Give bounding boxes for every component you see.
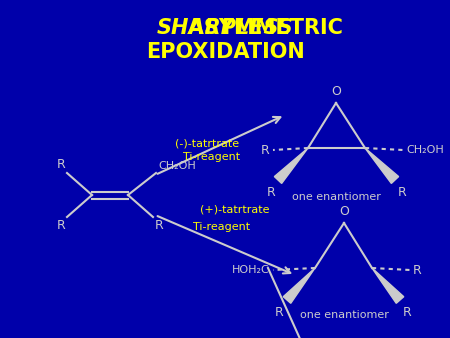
Text: HOH₂C: HOH₂C xyxy=(232,265,270,275)
Text: O: O xyxy=(331,85,341,98)
Text: SHARPLESS: SHARPLESS xyxy=(157,18,293,38)
Text: (+)-tatrtrate: (+)-tatrtrate xyxy=(200,205,270,215)
Text: O: O xyxy=(339,205,349,218)
Text: R: R xyxy=(403,306,412,319)
Text: Ti-reagent: Ti-reagent xyxy=(183,152,240,162)
Text: R: R xyxy=(261,144,270,156)
Text: ASYMMETRIC: ASYMMETRIC xyxy=(108,18,342,38)
Text: CH₂OH: CH₂OH xyxy=(158,161,196,171)
Text: R: R xyxy=(266,186,275,199)
Text: (-)-tatrtrate: (-)-tatrtrate xyxy=(175,138,239,148)
Text: EPOXIDATION: EPOXIDATION xyxy=(146,42,304,62)
Text: R: R xyxy=(155,219,164,232)
Text: one enantiomer: one enantiomer xyxy=(300,310,388,320)
Text: R: R xyxy=(413,264,422,276)
Text: R: R xyxy=(56,158,65,171)
Text: CH₂OH: CH₂OH xyxy=(406,145,444,155)
Text: R: R xyxy=(275,306,284,319)
Text: R: R xyxy=(56,219,65,232)
Text: one enantiomer: one enantiomer xyxy=(292,192,380,202)
Text: Ti-reagent: Ti-reagent xyxy=(193,222,250,232)
Polygon shape xyxy=(274,148,308,184)
Polygon shape xyxy=(372,268,404,303)
Polygon shape xyxy=(283,268,315,303)
Polygon shape xyxy=(365,148,399,184)
Text: R: R xyxy=(398,186,407,199)
